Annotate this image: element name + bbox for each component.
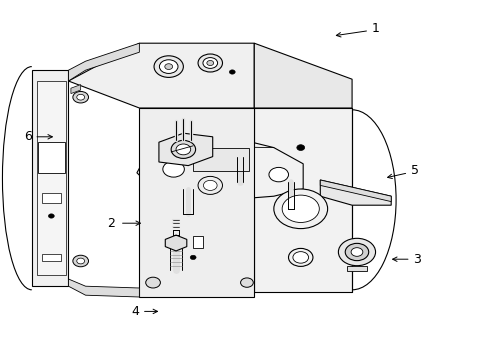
Circle shape (159, 60, 178, 73)
Circle shape (73, 255, 88, 267)
Circle shape (268, 167, 288, 182)
Polygon shape (68, 43, 254, 108)
Circle shape (198, 176, 222, 194)
Circle shape (206, 60, 213, 66)
Circle shape (296, 145, 304, 150)
Polygon shape (38, 142, 64, 173)
Polygon shape (71, 85, 81, 94)
Circle shape (203, 58, 217, 68)
Polygon shape (37, 81, 66, 275)
Text: 2: 2 (107, 217, 115, 230)
Text: 1: 1 (371, 22, 379, 35)
Polygon shape (320, 180, 390, 205)
Circle shape (154, 56, 183, 77)
Circle shape (73, 91, 88, 103)
Text: 3: 3 (412, 253, 420, 266)
Polygon shape (165, 235, 186, 251)
Circle shape (229, 70, 235, 74)
Polygon shape (32, 70, 68, 286)
Circle shape (145, 277, 160, 288)
Text: 4: 4 (131, 305, 139, 318)
Circle shape (288, 248, 312, 266)
Polygon shape (41, 193, 61, 203)
Polygon shape (68, 43, 139, 81)
Circle shape (164, 64, 172, 69)
Polygon shape (193, 148, 249, 171)
Text: 5: 5 (410, 165, 418, 177)
Polygon shape (254, 43, 351, 108)
Polygon shape (41, 254, 61, 261)
Polygon shape (137, 130, 303, 202)
Circle shape (163, 161, 184, 177)
Circle shape (77, 258, 84, 264)
Circle shape (282, 195, 319, 222)
Polygon shape (254, 108, 351, 292)
Polygon shape (346, 266, 366, 271)
Text: 6: 6 (24, 130, 32, 143)
Circle shape (203, 180, 217, 190)
Circle shape (171, 140, 195, 158)
Circle shape (198, 54, 222, 72)
Circle shape (273, 189, 327, 229)
Circle shape (190, 255, 196, 260)
Circle shape (48, 214, 54, 218)
Circle shape (77, 94, 84, 100)
Polygon shape (139, 108, 254, 297)
Polygon shape (193, 236, 203, 248)
Circle shape (338, 238, 375, 266)
Circle shape (292, 252, 308, 263)
Polygon shape (320, 180, 390, 202)
Circle shape (240, 278, 253, 287)
Circle shape (176, 144, 190, 155)
Circle shape (345, 243, 368, 261)
Circle shape (350, 248, 362, 256)
Polygon shape (68, 279, 139, 297)
Polygon shape (159, 133, 212, 166)
